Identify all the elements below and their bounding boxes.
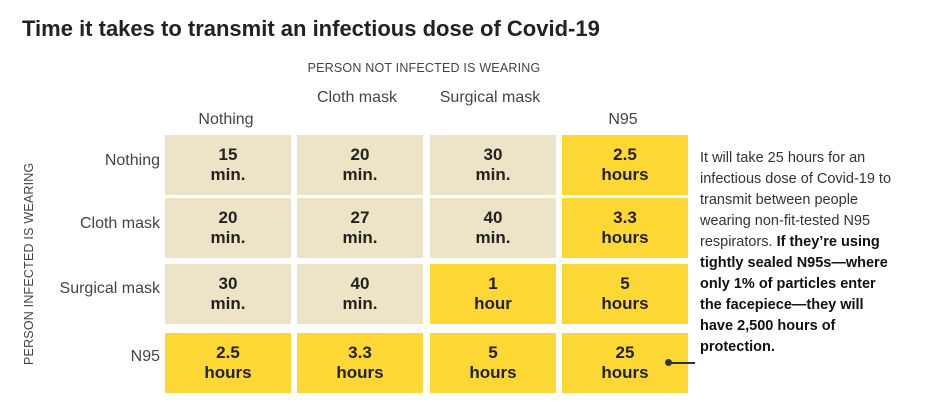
matrix-cell: 15 min. [165, 135, 291, 195]
annotation-bold: If they’re using tightly sealed N95s—whe… [700, 234, 888, 355]
column-axis-label: PERSON NOT INFECTED IS WEARING [307, 61, 541, 75]
matrix-cell: 30 min. [430, 135, 556, 195]
cell-value: 15 [218, 145, 238, 164]
cell-value: 20 [218, 208, 238, 227]
cell-value: 40 [350, 274, 370, 293]
annotation-pointer-dot [665, 359, 672, 366]
row-axis-label: PERSON INFECTED IS WEARING [22, 162, 36, 365]
row-header-n95: N95 [130, 348, 160, 365]
cell-value: 40 [483, 208, 503, 227]
row-header-nothing: Nothing [104, 152, 160, 169]
column-header-n95: N95 [608, 111, 638, 128]
cell-unit: hours [601, 294, 649, 313]
row-header-cloth-mask: Cloth mask [79, 215, 160, 232]
cell-value: 5 [620, 274, 630, 293]
cell-unit: hours [601, 228, 649, 247]
cell-unit: min. [210, 228, 246, 247]
matrix-cell: 30 min. [165, 264, 291, 324]
cell-unit: hours [469, 363, 517, 382]
cell-value: 1 [488, 274, 498, 293]
matrix-cell: 2.5 hours [562, 135, 688, 195]
matrix-cell: 3.3 hours [297, 333, 423, 393]
cell-value: 27 [350, 208, 370, 227]
cell-unit: min. [342, 165, 378, 184]
cell-value: 2.5 [216, 343, 240, 362]
matrix-cell: 5 hours [562, 264, 688, 324]
cell-value: 3.3 [613, 208, 637, 227]
cell-unit: hours [601, 363, 649, 382]
annotation-text: It will take 25 hours for an infectious … [700, 148, 896, 358]
cell-unit: min. [475, 228, 511, 247]
cell-value: 5 [488, 343, 498, 362]
cell-value: 3.3 [348, 343, 372, 362]
column-header-nothing: Nothing [198, 111, 254, 128]
cell-unit: hour [474, 294, 512, 313]
matrix-cell: 40 min. [297, 264, 423, 324]
matrix-cell: 1 hour [430, 264, 556, 324]
cell-value: 30 [218, 274, 238, 293]
annotation-plain: It will take 25 hours for an infectious … [700, 150, 892, 250]
cell-value: 2.5 [613, 145, 637, 164]
cell-unit: hours [336, 363, 384, 382]
matrix-cell: 20 min. [165, 198, 291, 258]
cell-unit: hours [204, 363, 252, 382]
cell-value: 30 [483, 145, 503, 164]
cell-unit: min. [342, 294, 378, 313]
matrix-cell: 27 min. [297, 198, 423, 258]
cell-value: 20 [350, 145, 370, 164]
matrix-cell: 40 min. [430, 198, 556, 258]
cell-value: 25 [615, 343, 635, 362]
matrix-cell: 3.3 hours [562, 198, 688, 258]
chart-title: Time it takes to transmit an infectious … [22, 16, 600, 41]
cell-unit: min. [342, 228, 378, 247]
cell-unit: hours [601, 165, 649, 184]
column-header-surgical-mask: Surgical mask [439, 89, 541, 106]
column-header-cloth-mask: Cloth mask [316, 89, 398, 106]
cell-unit: min. [210, 165, 246, 184]
matrix-cell: 5 hours [430, 333, 556, 393]
cell-unit: min. [475, 165, 511, 184]
cell-unit: min. [210, 294, 246, 313]
matrix-cell: 2.5 hours [165, 333, 291, 393]
row-header-surgical-mask: Surgical mask [59, 280, 160, 297]
matrix-cell: 20 min. [297, 135, 423, 195]
annotation-pointer-line [668, 362, 695, 364]
